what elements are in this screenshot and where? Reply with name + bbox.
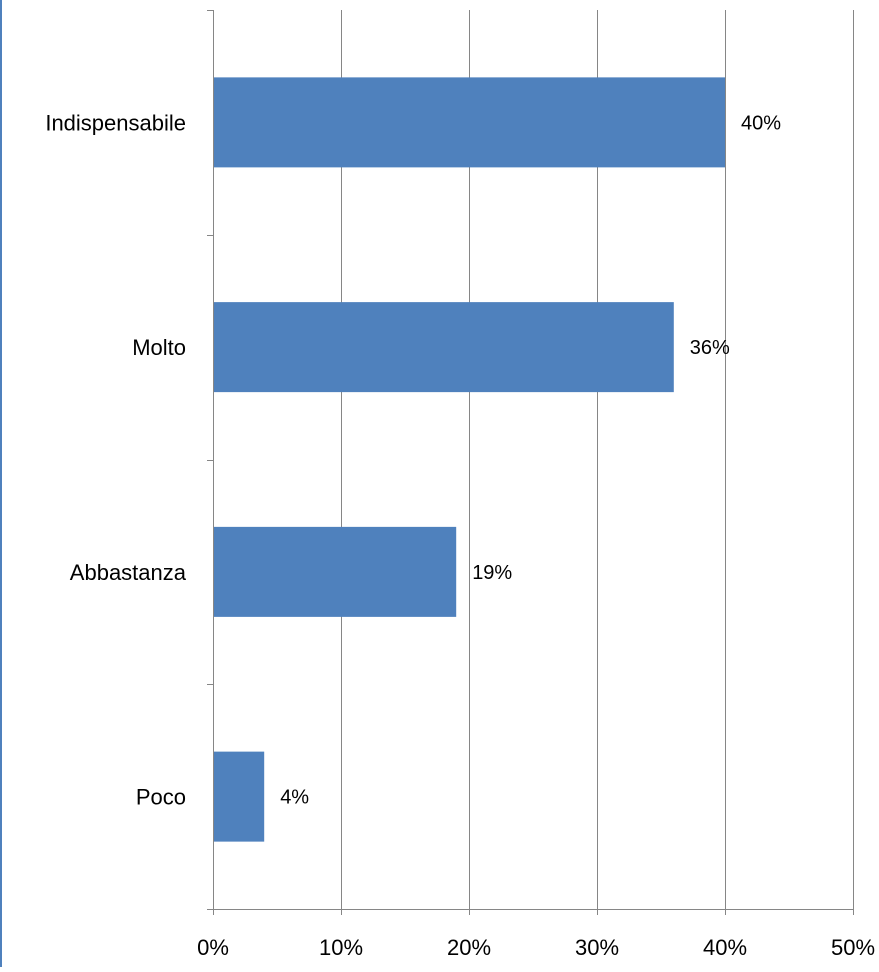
bar-abbastanza xyxy=(213,526,457,617)
data-label-indispensabile: 40% xyxy=(741,112,781,134)
x-tick-label-0: 0% xyxy=(197,935,229,960)
data-label-poco: 4% xyxy=(280,787,309,809)
x-tick-label-30: 30% xyxy=(575,935,619,960)
data-label-molto: 36% xyxy=(690,337,730,359)
bar-indispensabile xyxy=(213,77,725,168)
bars xyxy=(213,77,725,842)
axes xyxy=(207,10,853,915)
category-label-abbastanza: Abbastanza xyxy=(70,560,187,585)
x-tick-label-20: 20% xyxy=(447,935,491,960)
category-label-poco: Poco xyxy=(136,785,186,810)
category-label-molto: Molto xyxy=(132,335,186,360)
labels: 40% Indispensabile 36% Molto 19% Abbastanza 4%… xyxy=(45,110,875,960)
x-tick-label-40: 40% xyxy=(703,935,747,960)
x-tick-label-50: 50% xyxy=(831,935,875,960)
bar-molto xyxy=(213,302,674,393)
frame-edge xyxy=(0,0,2,967)
bar-poco xyxy=(213,751,265,842)
data-label-abbastanza: 19% xyxy=(472,562,512,584)
x-tick-label-10: 10% xyxy=(319,935,363,960)
category-label-indispensabile: Indispensabile xyxy=(45,110,186,135)
